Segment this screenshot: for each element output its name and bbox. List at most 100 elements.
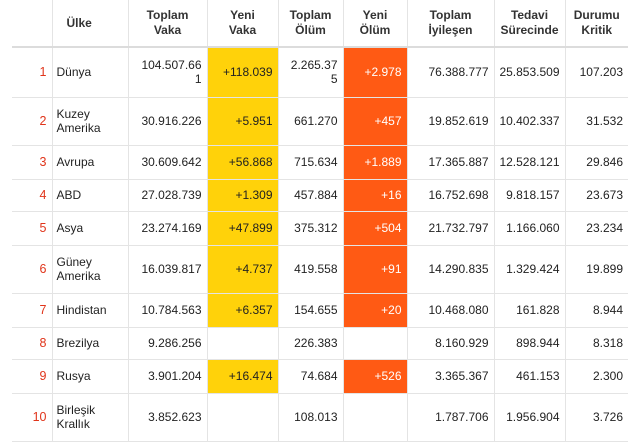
new-cases-cell: +6.357 bbox=[207, 293, 279, 328]
total-recovered-cell: 10.468.080 bbox=[407, 293, 495, 328]
total-cases-cell: 3.901.204 bbox=[128, 359, 208, 394]
total-deaths-cell: 2.265.37 5 bbox=[278, 47, 344, 98]
rank-cell: 9 bbox=[12, 359, 53, 394]
country-cell: Asya bbox=[52, 211, 129, 246]
total-cases-cell: 3.852.623 bbox=[128, 393, 208, 442]
table-row[interactable]: 10 Birleşik Krallık 3.852.623 108.013 1.787.7… bbox=[12, 393, 628, 442]
total-deaths-cell: 108.013 bbox=[278, 393, 344, 442]
new-cases-header[interactable]: Yeni Vaka bbox=[207, 0, 279, 48]
critical-cases-cell: 8.944 bbox=[565, 293, 628, 328]
table-row[interactable]: 8 Brezilya 9.286.256 226.383 8.160.929 898.94… bbox=[12, 327, 628, 360]
total-deaths-cell: 457.884 bbox=[278, 179, 344, 212]
rank-cell: 5 bbox=[12, 211, 53, 246]
total-deaths-cell: 661.270 bbox=[278, 97, 344, 146]
total-cases-header[interactable]: Toplam Vaka bbox=[128, 0, 208, 48]
new-cases-cell bbox=[207, 327, 279, 360]
total-recovered-cell: 3.365.367 bbox=[407, 359, 495, 394]
total-deaths-cell: 74.684 bbox=[278, 359, 344, 394]
new-cases-cell: +1.309 bbox=[207, 179, 279, 212]
new-deaths-cell: +504 bbox=[343, 211, 408, 246]
critical-cases-cell: 23.234 bbox=[565, 211, 628, 246]
new-cases-cell: +4.737 bbox=[207, 245, 279, 294]
table-row[interactable]: 9 Rusya 3.901.204 +16.474 74.684 +526 3.365.36… bbox=[12, 359, 628, 394]
active-cases-header[interactable]: Tedavi Sürecinde bbox=[494, 0, 566, 48]
table-row[interactable]: 4 ABD 27.028.739 +1.309 457.884 +16 16.752.698… bbox=[12, 179, 628, 212]
rank-cell: 6 bbox=[12, 245, 53, 294]
new-deaths-cell: +457 bbox=[343, 97, 408, 146]
table-row[interactable]: 6 Güney Amerika 16.039.817 +4.737 419.558 +91 1… bbox=[12, 245, 628, 294]
total-cases-cell: 104.507.66 1 bbox=[128, 47, 208, 98]
rank-cell: 1 bbox=[12, 47, 53, 98]
total-deaths-cell: 715.634 bbox=[278, 145, 344, 180]
new-deaths-cell: +16 bbox=[343, 179, 408, 212]
critical-cases-cell: 8.318 bbox=[565, 327, 628, 360]
active-cases-cell: 25.853.509 bbox=[494, 47, 566, 98]
total-cases-cell: 27.028.739 bbox=[128, 179, 208, 212]
critical-cases-cell: 31.532 bbox=[565, 97, 628, 146]
total-cases-cell: 9.286.256 bbox=[128, 327, 208, 360]
critical-cases-cell: 29.846 bbox=[565, 145, 628, 180]
total-recovered-cell: 16.752.698 bbox=[407, 179, 495, 212]
country-header[interactable]: Ülke bbox=[52, 0, 129, 48]
total-cases-cell: 23.274.169 bbox=[128, 211, 208, 246]
new-cases-cell: +56.868 bbox=[207, 145, 279, 180]
active-cases-cell: 461.153 bbox=[494, 359, 566, 394]
critical-cases-cell: 3.726 bbox=[565, 393, 628, 442]
rank-cell: 4 bbox=[12, 179, 53, 212]
new-deaths-header[interactable]: Yeni Ölüm bbox=[343, 0, 408, 48]
total-cases-cell: 10.784.563 bbox=[128, 293, 208, 328]
new-deaths-cell: +526 bbox=[343, 359, 408, 394]
total-deaths-cell: 226.383 bbox=[278, 327, 344, 360]
country-cell: Birleşik Krallık bbox=[52, 393, 129, 442]
total-deaths-cell: 375.312 bbox=[278, 211, 344, 246]
rank-cell: 8 bbox=[12, 327, 53, 360]
active-cases-cell: 1.956.904 bbox=[494, 393, 566, 442]
total-cases-cell: 16.039.817 bbox=[128, 245, 208, 294]
active-cases-cell: 10.402.337 bbox=[494, 97, 566, 146]
new-cases-cell: +118.039 bbox=[207, 47, 279, 98]
total-cases-cell: 30.916.226 bbox=[128, 97, 208, 146]
critical-cases-cell: 23.673 bbox=[565, 179, 628, 212]
rank-cell: 2 bbox=[12, 97, 53, 146]
total-recovered-cell: 19.852.619 bbox=[407, 97, 495, 146]
total-deaths-cell: 419.558 bbox=[278, 245, 344, 294]
rank-cell: 3 bbox=[12, 145, 53, 180]
table-row[interactable]: 3 Avrupa 30.609.642 +56.868 715.634 +1.889 17.… bbox=[12, 145, 628, 180]
new-cases-cell: +47.899 bbox=[207, 211, 279, 246]
rank-header bbox=[12, 0, 53, 48]
country-cell: Güney Amerika bbox=[52, 245, 129, 294]
country-cell: Brezilya bbox=[52, 327, 129, 360]
new-deaths-cell: +1.889 bbox=[343, 145, 408, 180]
table-body: 1 Dünya 104.507.66 1 +118.039 2.265.37 5 +2.978… bbox=[12, 47, 628, 442]
country-stats-table: Ülke Toplam Vaka Yeni Vaka Toplam Ölüm Yeni… bbox=[12, 0, 628, 442]
total-recovered-cell: 76.388.777 bbox=[407, 47, 495, 98]
total-cases-cell: 30.609.642 bbox=[128, 145, 208, 180]
country-cell: Kuzey Amerika bbox=[52, 97, 129, 146]
new-deaths-cell: +91 bbox=[343, 245, 408, 294]
active-cases-cell: 1.329.424 bbox=[494, 245, 566, 294]
total-recovered-cell: 17.365.887 bbox=[407, 145, 495, 180]
country-cell: Rusya bbox=[52, 359, 129, 394]
new-deaths-cell bbox=[343, 327, 408, 360]
active-cases-cell: 161.828 bbox=[494, 293, 566, 328]
country-cell: Hindistan bbox=[52, 293, 129, 328]
table-row[interactable]: 7 Hindistan 10.784.563 +6.357 154.655 +20 10.4… bbox=[12, 293, 628, 328]
table-row[interactable]: 5 Asya 23.274.169 +47.899 375.312 +504 21.732.… bbox=[12, 211, 628, 246]
total-recovered-cell: 1.787.706 bbox=[407, 393, 495, 442]
new-cases-cell: +16.474 bbox=[207, 359, 279, 394]
total-deaths-cell: 154.655 bbox=[278, 293, 344, 328]
critical-cases-cell: 19.899 bbox=[565, 245, 628, 294]
total-recovered-header[interactable]: Toplam İyileşen bbox=[407, 0, 495, 48]
country-cell: ABD bbox=[52, 179, 129, 212]
table-row[interactable]: 1 Dünya 104.507.66 1 +118.039 2.265.37 5 +2.978… bbox=[12, 47, 628, 98]
active-cases-cell: 898.944 bbox=[494, 327, 566, 360]
total-deaths-header[interactable]: Toplam Ölüm bbox=[278, 0, 344, 48]
critical-cases-header[interactable]: Durumu Kritik bbox=[565, 0, 628, 48]
active-cases-cell: 9.818.157 bbox=[494, 179, 566, 212]
new-deaths-cell: +20 bbox=[343, 293, 408, 328]
table-row[interactable]: 2 Kuzey Amerika 30.916.226 +5.951 661.270 +457… bbox=[12, 97, 628, 146]
new-cases-cell bbox=[207, 393, 279, 442]
rank-cell: 10 bbox=[12, 393, 53, 442]
table-header-row: Ülke Toplam Vaka Yeni Vaka Toplam Ölüm Yeni… bbox=[12, 0, 628, 48]
total-recovered-cell: 8.160.929 bbox=[407, 327, 495, 360]
